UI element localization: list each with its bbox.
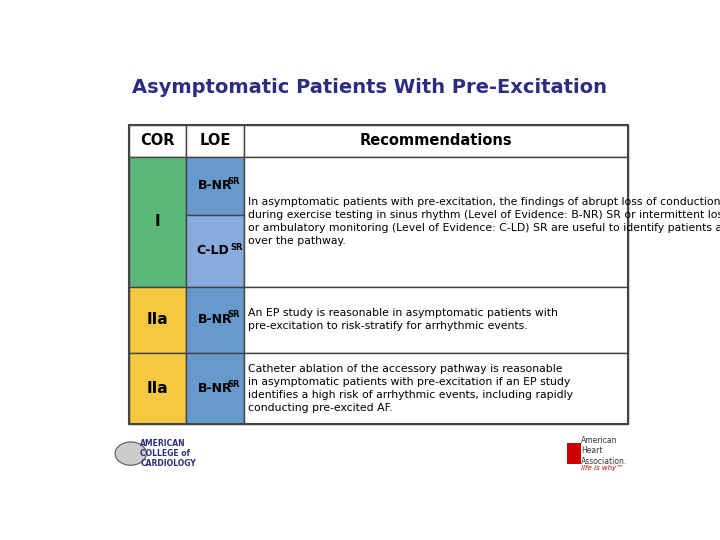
Bar xyxy=(129,125,186,157)
Text: LOE: LOE xyxy=(199,133,231,148)
Bar xyxy=(567,443,581,464)
Circle shape xyxy=(115,442,146,465)
Bar xyxy=(129,157,186,287)
Text: Recommendations: Recommendations xyxy=(360,133,513,148)
Text: SR: SR xyxy=(228,380,240,389)
Text: Asymptomatic Patients With Pre-Excitation: Asymptomatic Patients With Pre-Excitatio… xyxy=(132,78,606,97)
Bar xyxy=(244,287,629,353)
Bar xyxy=(186,353,244,424)
Text: AMERICAN
COLLEGE of
CARDIOLOGY: AMERICAN COLLEGE of CARDIOLOGY xyxy=(140,438,196,469)
Bar xyxy=(186,215,244,287)
Text: SR: SR xyxy=(231,242,243,252)
Text: C-LD: C-LD xyxy=(197,245,229,258)
Text: B-NR: B-NR xyxy=(198,179,233,192)
Bar xyxy=(129,125,629,424)
Bar xyxy=(244,353,629,424)
Text: SR: SR xyxy=(228,310,240,319)
Text: IIa: IIa xyxy=(147,381,168,396)
Text: I: I xyxy=(155,214,161,229)
Bar xyxy=(186,287,244,353)
Bar xyxy=(129,353,186,424)
Text: B-NR: B-NR xyxy=(198,313,233,326)
Text: SR: SR xyxy=(228,178,240,186)
Text: American
Heart
Association.: American Heart Association. xyxy=(581,436,627,465)
Bar xyxy=(244,157,629,287)
Text: Catheter ablation of the accessory pathway is reasonable
in asymptomatic patient: Catheter ablation of the accessory pathw… xyxy=(248,364,573,413)
Text: life is why™: life is why™ xyxy=(581,465,624,471)
Bar xyxy=(244,125,629,157)
Text: B-NR: B-NR xyxy=(198,382,233,395)
Bar xyxy=(186,125,244,157)
Bar xyxy=(129,287,186,353)
Text: An EP study is reasonable in asymptomatic patients with
pre-excitation to risk-s: An EP study is reasonable in asymptomati… xyxy=(248,308,558,331)
Text: In asymptomatic patients with pre-excitation, the findings of abrupt loss of con: In asymptomatic patients with pre-excita… xyxy=(248,197,720,246)
Bar xyxy=(186,157,244,215)
Text: COR: COR xyxy=(140,133,175,148)
Text: IIa: IIa xyxy=(147,312,168,327)
